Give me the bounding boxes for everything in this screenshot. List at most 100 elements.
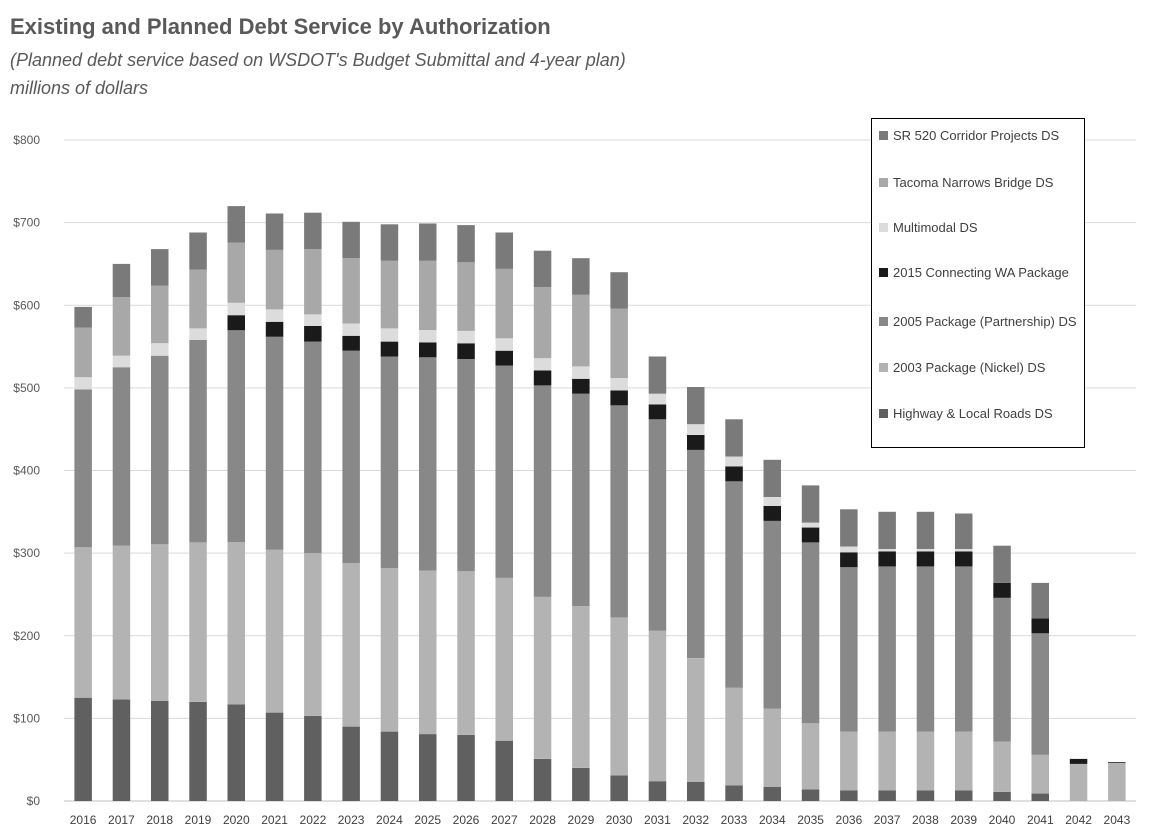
bar-segment <box>419 223 437 261</box>
bar-segment <box>227 315 245 331</box>
bar-segment <box>801 522 820 528</box>
bar-segment <box>495 740 513 801</box>
x-tick-label: 2039 <box>950 813 977 827</box>
legend-label: Tacoma Narrows Bridge DS <box>893 175 1054 190</box>
bar-segment <box>725 419 743 457</box>
x-tick-label: 2029 <box>568 813 595 827</box>
bar-segment <box>342 323 360 336</box>
bar-segment <box>151 355 169 545</box>
bar-segment <box>265 321 284 337</box>
legend-swatch <box>879 363 888 372</box>
bar-segment <box>801 789 820 801</box>
legend-label: 2005 Package (Partnership) DS <box>893 314 1077 329</box>
x-tick-label: 2043 <box>1104 813 1131 827</box>
bars <box>74 206 1126 801</box>
bar-segment <box>495 577 513 741</box>
y-tick-label: $400 <box>13 464 40 478</box>
bar-segment <box>572 393 590 606</box>
bar-segment <box>572 606 590 768</box>
x-tick-label: 2016 <box>70 813 97 827</box>
bar-segment <box>227 206 245 243</box>
bar-segment <box>227 330 245 543</box>
bar-segment <box>763 506 781 521</box>
x-tick-label: 2027 <box>491 813 518 827</box>
bar-segment <box>189 269 207 329</box>
bar-segment <box>687 658 705 782</box>
bar-segment <box>304 341 322 554</box>
legend-item: Highway & Local Roads DS <box>879 405 1084 423</box>
x-tick-label: 2018 <box>146 813 173 827</box>
bar-segment <box>265 712 284 801</box>
bar-segment <box>151 343 169 356</box>
bar-segment <box>610 390 628 406</box>
bar-segment <box>993 597 1011 742</box>
bar-segment <box>304 715 322 801</box>
x-tick-label: 2028 <box>529 813 556 827</box>
bar-segment <box>112 263 131 297</box>
bar-segment <box>648 419 667 631</box>
legend-label: SR 520 Corridor Projects DS <box>893 128 1060 143</box>
bar-segment <box>265 249 284 310</box>
bar-segment <box>916 511 935 549</box>
bar-segment <box>687 387 705 425</box>
x-tick-label: 2036 <box>836 813 863 827</box>
bar-segment <box>112 367 131 546</box>
legend-swatch <box>879 409 888 418</box>
bar-segment <box>380 568 399 732</box>
bar-segment <box>304 314 322 326</box>
bar-segment <box>342 563 360 727</box>
bar-segment <box>955 566 973 732</box>
bar-segment <box>419 330 437 343</box>
bar-segment <box>955 790 973 801</box>
chart-title: Existing and Planned Debt Service by Aut… <box>10 14 551 39</box>
bar-segment <box>916 549 935 552</box>
bar-segment <box>265 549 284 713</box>
bar-segment <box>687 449 705 658</box>
y-tick-label: $0 <box>27 794 41 808</box>
bar-segment <box>955 731 973 791</box>
y-tick-label: $500 <box>13 381 40 395</box>
bar-segment <box>74 306 92 328</box>
bar-segment <box>457 359 475 572</box>
bar-segment <box>801 723 820 790</box>
y-tick-label: $100 <box>13 711 40 725</box>
x-tick-label: 2030 <box>606 813 633 827</box>
y-tick-label: $600 <box>13 298 40 312</box>
bar-segment <box>342 335 360 351</box>
y-tick-label: $200 <box>13 629 40 643</box>
x-tick-label: 2033 <box>721 813 748 827</box>
bar-segment <box>457 262 475 331</box>
legend-label: Multimodal DS <box>893 220 978 235</box>
bar-segment <box>419 357 437 571</box>
x-tick-label: 2032 <box>682 813 709 827</box>
x-tick-label: 2023 <box>338 813 365 827</box>
bar-segment <box>189 701 207 801</box>
bar-segment <box>419 570 437 735</box>
bar-segment <box>304 553 322 716</box>
legend-swatch <box>879 178 888 187</box>
bar-segment <box>1031 618 1049 634</box>
bar-segment <box>495 268 513 339</box>
bar-segment <box>763 520 781 709</box>
bar-segment <box>495 338 513 351</box>
legend-swatch <box>879 131 888 140</box>
bar-segment <box>801 485 820 523</box>
x-tick-label: 2017 <box>108 813 135 827</box>
bar-segment <box>572 294 590 367</box>
legend-item: 2015 Connecting WA Package <box>879 264 1084 282</box>
bar-segment <box>878 790 896 801</box>
x-tick-label: 2026 <box>453 813 480 827</box>
bar-segment <box>227 242 245 303</box>
bar-segment <box>380 341 399 357</box>
legend-swatch <box>879 317 888 326</box>
bar-segment <box>840 546 858 553</box>
bar-segment <box>840 509 858 547</box>
bar-segment <box>189 232 207 270</box>
legend-item: Multimodal DS <box>879 219 1084 237</box>
bar-segment <box>74 377 92 390</box>
bar-segment <box>112 699 131 801</box>
bar-segment <box>916 731 935 791</box>
bar-segment <box>1108 762 1126 763</box>
bar-segment <box>304 212 322 250</box>
